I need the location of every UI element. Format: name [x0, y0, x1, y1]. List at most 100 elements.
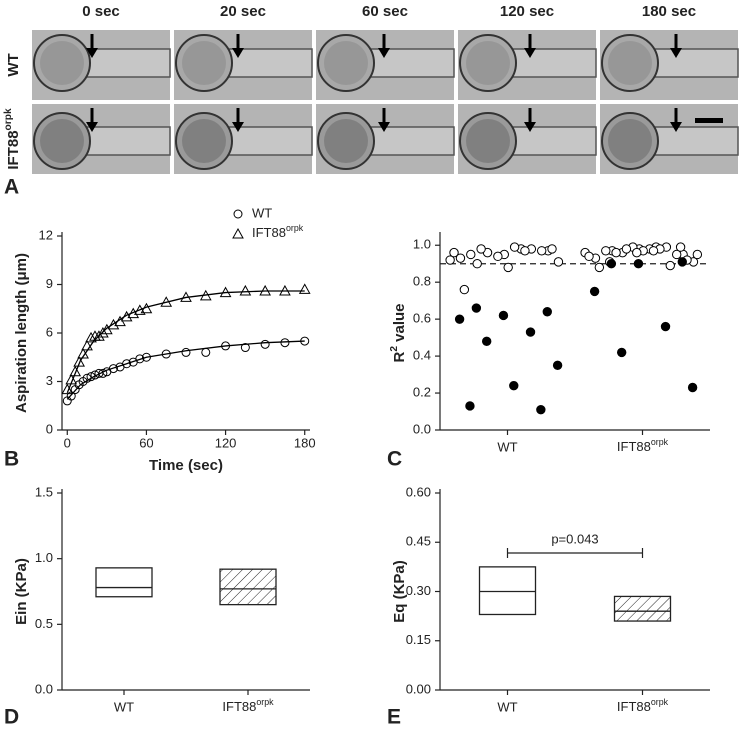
- y-tick-label: 0.0: [35, 681, 53, 696]
- point: [180, 291, 192, 302]
- y-axis-label-main: R: [391, 352, 408, 363]
- point: [201, 347, 211, 357]
- x-tick-label-sup: orpk: [256, 697, 274, 707]
- point: [77, 347, 89, 359]
- point: [141, 352, 151, 362]
- cell-inner: [40, 119, 84, 163]
- point: [471, 303, 482, 313]
- x-tick-label: IFT88orpk: [617, 697, 669, 714]
- timepoint-label: 120 sec: [500, 3, 554, 20]
- point: [498, 310, 509, 321]
- point: [161, 349, 171, 359]
- y-tick-label: 0.0: [413, 421, 431, 436]
- point: [671, 249, 682, 260]
- box: [613, 595, 672, 622]
- cell-inner: [324, 41, 368, 85]
- point: [239, 284, 252, 296]
- arrow-head: [670, 122, 682, 132]
- point: [476, 244, 486, 254]
- point: [93, 330, 105, 341]
- x-tick-label: 180: [294, 435, 316, 450]
- point: [298, 283, 311, 294]
- point: [503, 262, 513, 273]
- pipette: [225, 126, 313, 156]
- arrow-head: [232, 48, 244, 58]
- point: [536, 246, 547, 256]
- arrow-head: [86, 48, 98, 58]
- y-tick-label: 0: [46, 421, 53, 436]
- pipette: [651, 126, 739, 156]
- point: [611, 247, 621, 258]
- point: [553, 257, 564, 267]
- point: [542, 307, 552, 317]
- x-tick-label: 120: [215, 435, 237, 450]
- pipette: [509, 126, 597, 156]
- row-label: WT: [5, 53, 22, 76]
- y-tick-label: 3: [46, 373, 53, 388]
- legend-label-sup: orpk: [286, 223, 304, 233]
- y-tick-label: 1.0: [413, 237, 431, 252]
- point: [552, 360, 563, 371]
- micrograph: [32, 30, 171, 100]
- pipette: [367, 126, 455, 156]
- y-axis-label: R2 value: [389, 303, 408, 362]
- point: [221, 341, 231, 351]
- timepoint-label: 60 sec: [362, 3, 408, 20]
- cell-inner: [466, 41, 510, 85]
- point: [259, 284, 271, 296]
- point: [660, 321, 671, 332]
- point: [606, 259, 617, 269]
- pipette: [83, 48, 171, 78]
- pipette: [367, 48, 455, 78]
- point: [133, 304, 146, 315]
- x-tick-label-main: IFT88: [617, 699, 651, 714]
- arrow-head: [670, 48, 682, 58]
- x-tick-label-sup: orpk: [651, 437, 669, 447]
- point: [632, 247, 642, 258]
- point: [692, 249, 703, 260]
- arrow-head: [524, 122, 536, 132]
- x-tick-label: IFT88orpk: [617, 437, 669, 454]
- x-tick-label: 60: [139, 435, 153, 450]
- y-axis-label: Eq (KPa): [391, 560, 408, 623]
- x-tick-label: WT: [497, 439, 517, 454]
- arrow-head: [378, 122, 390, 132]
- y-tick-label: 0.45: [406, 534, 431, 549]
- x-tick-label-main: IFT88: [617, 439, 651, 454]
- point: [97, 326, 109, 338]
- point: [677, 257, 687, 267]
- point: [81, 339, 93, 351]
- cell-inner: [608, 119, 652, 163]
- x-tick-label-main: IFT88: [222, 699, 256, 714]
- panel-letter: C: [387, 448, 402, 471]
- point: [633, 259, 644, 269]
- x-tick-label: WT: [497, 699, 517, 714]
- micrograph: [600, 30, 739, 100]
- point: [135, 354, 145, 364]
- micrograph: [600, 104, 739, 174]
- y-tick-label: 0.4: [413, 348, 431, 363]
- point: [509, 380, 519, 391]
- timepoint-label: 20 sec: [220, 3, 266, 20]
- annotation: p=0.043: [551, 531, 598, 546]
- pipette: [509, 48, 597, 78]
- point: [280, 338, 290, 348]
- point: [616, 347, 627, 358]
- point: [459, 284, 470, 295]
- y-tick-label: 6: [46, 324, 53, 339]
- y-tick-label: 1.5: [35, 484, 53, 499]
- point: [472, 259, 482, 269]
- point: [82, 373, 92, 383]
- point: [675, 242, 686, 252]
- x-tick-label: IFT88orpk: [222, 697, 274, 714]
- micrograph: [32, 104, 171, 174]
- timepoint-label: 0 sec: [82, 3, 120, 20]
- panel-letter: D: [4, 706, 19, 729]
- point: [445, 255, 455, 265]
- micrograph: [174, 30, 313, 100]
- point: [69, 365, 82, 377]
- panel-letter: B: [4, 448, 19, 471]
- arrow-head: [524, 48, 536, 58]
- pipette: [651, 48, 739, 78]
- box: [219, 568, 277, 606]
